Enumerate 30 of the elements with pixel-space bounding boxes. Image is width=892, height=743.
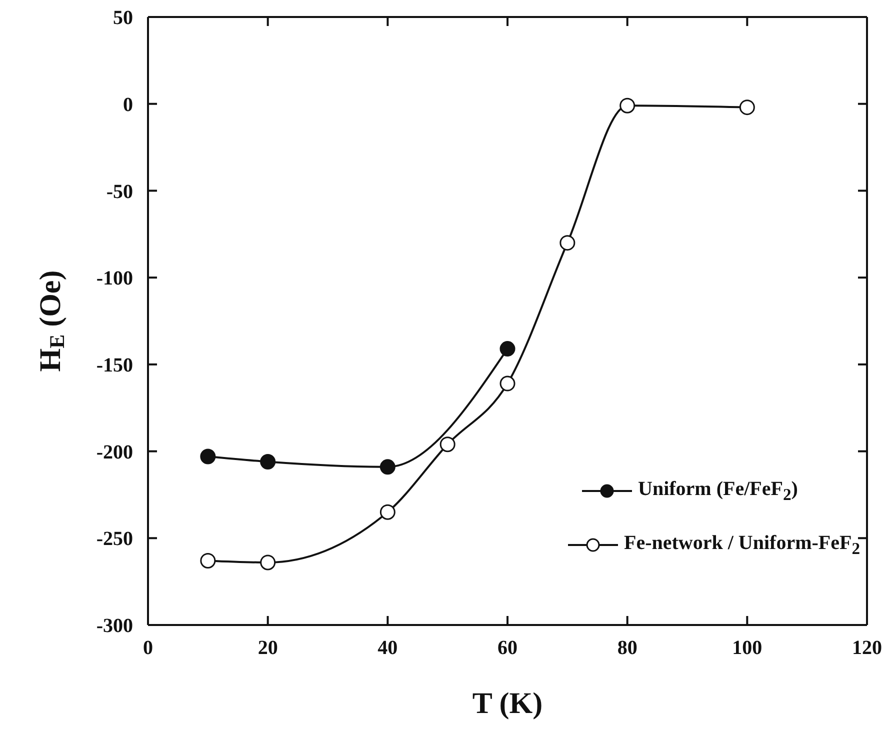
point [620, 98, 636, 114]
x-tick-label: 100 [732, 637, 762, 660]
legend-label: Fe-network / Uniform-FeF$_{2}$ [624, 532, 860, 558]
point [440, 436, 456, 452]
point [260, 554, 276, 570]
x-tick-label: 20 [258, 637, 278, 660]
point [380, 504, 396, 520]
point [380, 459, 396, 475]
y-tick-label: 0 [123, 94, 133, 116]
point [500, 376, 516, 392]
point [260, 454, 276, 470]
point [739, 100, 755, 116]
x-tick-label: 0 [143, 637, 153, 660]
x-tick-label: 120 [852, 637, 882, 660]
point [560, 235, 576, 251]
y-tick-label: -200 [96, 441, 133, 464]
y-tick-label: 50 [113, 7, 133, 30]
x-tick-label: 80 [617, 637, 638, 660]
y-tick-label: -300 [96, 615, 133, 638]
point [200, 552, 216, 568]
legend-label: Uniform (Fe/FeF$_{2}$) [638, 478, 798, 504]
y-tick-label: -150 [96, 354, 133, 377]
x-axis-title: T (K) [472, 687, 543, 720]
point [500, 341, 516, 357]
point [200, 448, 216, 464]
y-tick-label: -100 [96, 268, 133, 290]
y-tick-label: -50 [106, 180, 133, 203]
y-tick-label: -250 [96, 528, 133, 550]
x-tick-label: 40 [378, 637, 398, 660]
x-tick-label: 60 [498, 637, 518, 660]
